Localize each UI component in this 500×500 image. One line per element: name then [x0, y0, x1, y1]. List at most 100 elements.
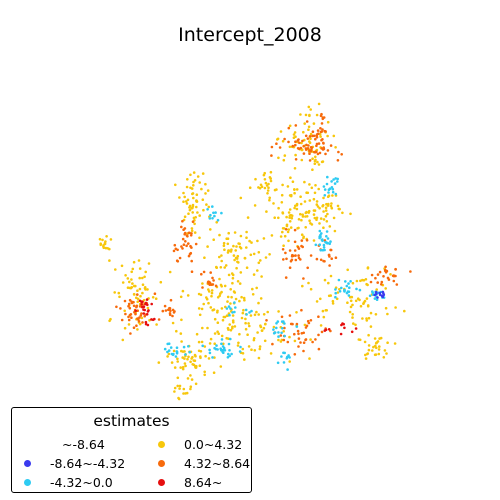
map-point — [226, 251, 230, 254]
map-point — [130, 316, 133, 320]
map-point — [258, 345, 262, 348]
map-point — [366, 352, 369, 356]
map-point — [293, 167, 297, 170]
legend-marker-class-3 — [24, 478, 31, 486]
map-point — [329, 144, 333, 147]
map-point — [209, 228, 212, 231]
map-point — [260, 275, 263, 278]
map-point — [269, 352, 273, 355]
map-point — [336, 177, 340, 181]
map-point — [255, 310, 258, 314]
map-point — [302, 144, 306, 148]
map-point — [311, 340, 314, 344]
map-point — [293, 188, 296, 191]
map-point — [220, 211, 223, 215]
map-point — [215, 344, 218, 347]
map-point — [242, 308, 245, 312]
map-point — [153, 317, 156, 321]
map-point — [199, 293, 203, 297]
map-point — [226, 300, 229, 303]
map-point — [242, 296, 246, 300]
map-point — [277, 216, 280, 220]
map-point — [318, 151, 322, 155]
map-point — [188, 204, 192, 208]
map-point — [243, 358, 246, 361]
map-point — [327, 328, 331, 331]
map-point — [280, 201, 284, 204]
map-point — [273, 331, 277, 334]
map-point — [144, 301, 148, 305]
map-point — [386, 341, 389, 345]
map-point — [308, 152, 311, 155]
map-point — [280, 315, 284, 319]
map-point — [319, 127, 322, 130]
map-point — [211, 356, 214, 359]
map-point — [273, 216, 277, 219]
map-point — [178, 256, 182, 260]
map-point — [315, 133, 319, 136]
map-point — [294, 124, 298, 127]
map-point — [367, 344, 371, 347]
map-point — [304, 338, 308, 341]
map-point — [237, 261, 240, 264]
map-point — [378, 270, 382, 274]
map-point — [226, 295, 230, 299]
map-point — [173, 386, 177, 390]
map-point — [308, 114, 311, 118]
map-point — [294, 158, 298, 161]
map-point — [202, 270, 206, 274]
map-point — [263, 186, 267, 190]
map-point — [176, 360, 179, 363]
map-point — [331, 302, 335, 305]
map-point — [332, 178, 335, 181]
map-point — [233, 310, 236, 314]
map-point — [328, 242, 332, 246]
map-point — [326, 237, 330, 240]
map-point — [220, 259, 223, 263]
map-point — [213, 317, 217, 321]
map-point — [215, 221, 218, 224]
map-point — [217, 332, 220, 336]
map-point — [189, 186, 192, 190]
map-point — [128, 306, 132, 310]
map-point — [351, 303, 354, 307]
map-point — [321, 239, 324, 243]
map-point — [279, 130, 283, 133]
map-point — [227, 305, 231, 308]
map-point — [313, 162, 317, 165]
map-point — [211, 217, 214, 220]
map-point — [252, 252, 256, 256]
map-point — [216, 321, 220, 325]
map-point — [216, 309, 219, 313]
map-point — [305, 215, 309, 218]
map-point — [264, 322, 267, 326]
map-point — [239, 234, 243, 238]
map-point — [224, 305, 227, 309]
map-point — [329, 248, 333, 252]
map-point — [198, 214, 201, 217]
map-point — [203, 370, 206, 374]
map-point — [344, 280, 347, 283]
map-point — [200, 187, 203, 191]
map-point — [191, 220, 195, 223]
map-point — [138, 305, 142, 308]
map-point — [257, 301, 260, 305]
map-point — [182, 228, 185, 231]
map-point — [105, 235, 108, 238]
map-point — [225, 314, 229, 318]
map-point — [245, 236, 248, 239]
map-point — [307, 105, 311, 109]
map-point — [227, 273, 231, 277]
map-point — [326, 134, 329, 138]
map-point — [303, 180, 306, 184]
map-point — [272, 328, 275, 331]
map-point — [299, 202, 303, 206]
map-point — [136, 309, 139, 313]
map-point — [318, 222, 321, 225]
map-point — [181, 367, 185, 371]
map-point — [283, 326, 286, 330]
map-point — [341, 211, 344, 215]
map-point — [297, 247, 301, 250]
map-point — [226, 326, 230, 330]
map-point — [150, 302, 153, 306]
